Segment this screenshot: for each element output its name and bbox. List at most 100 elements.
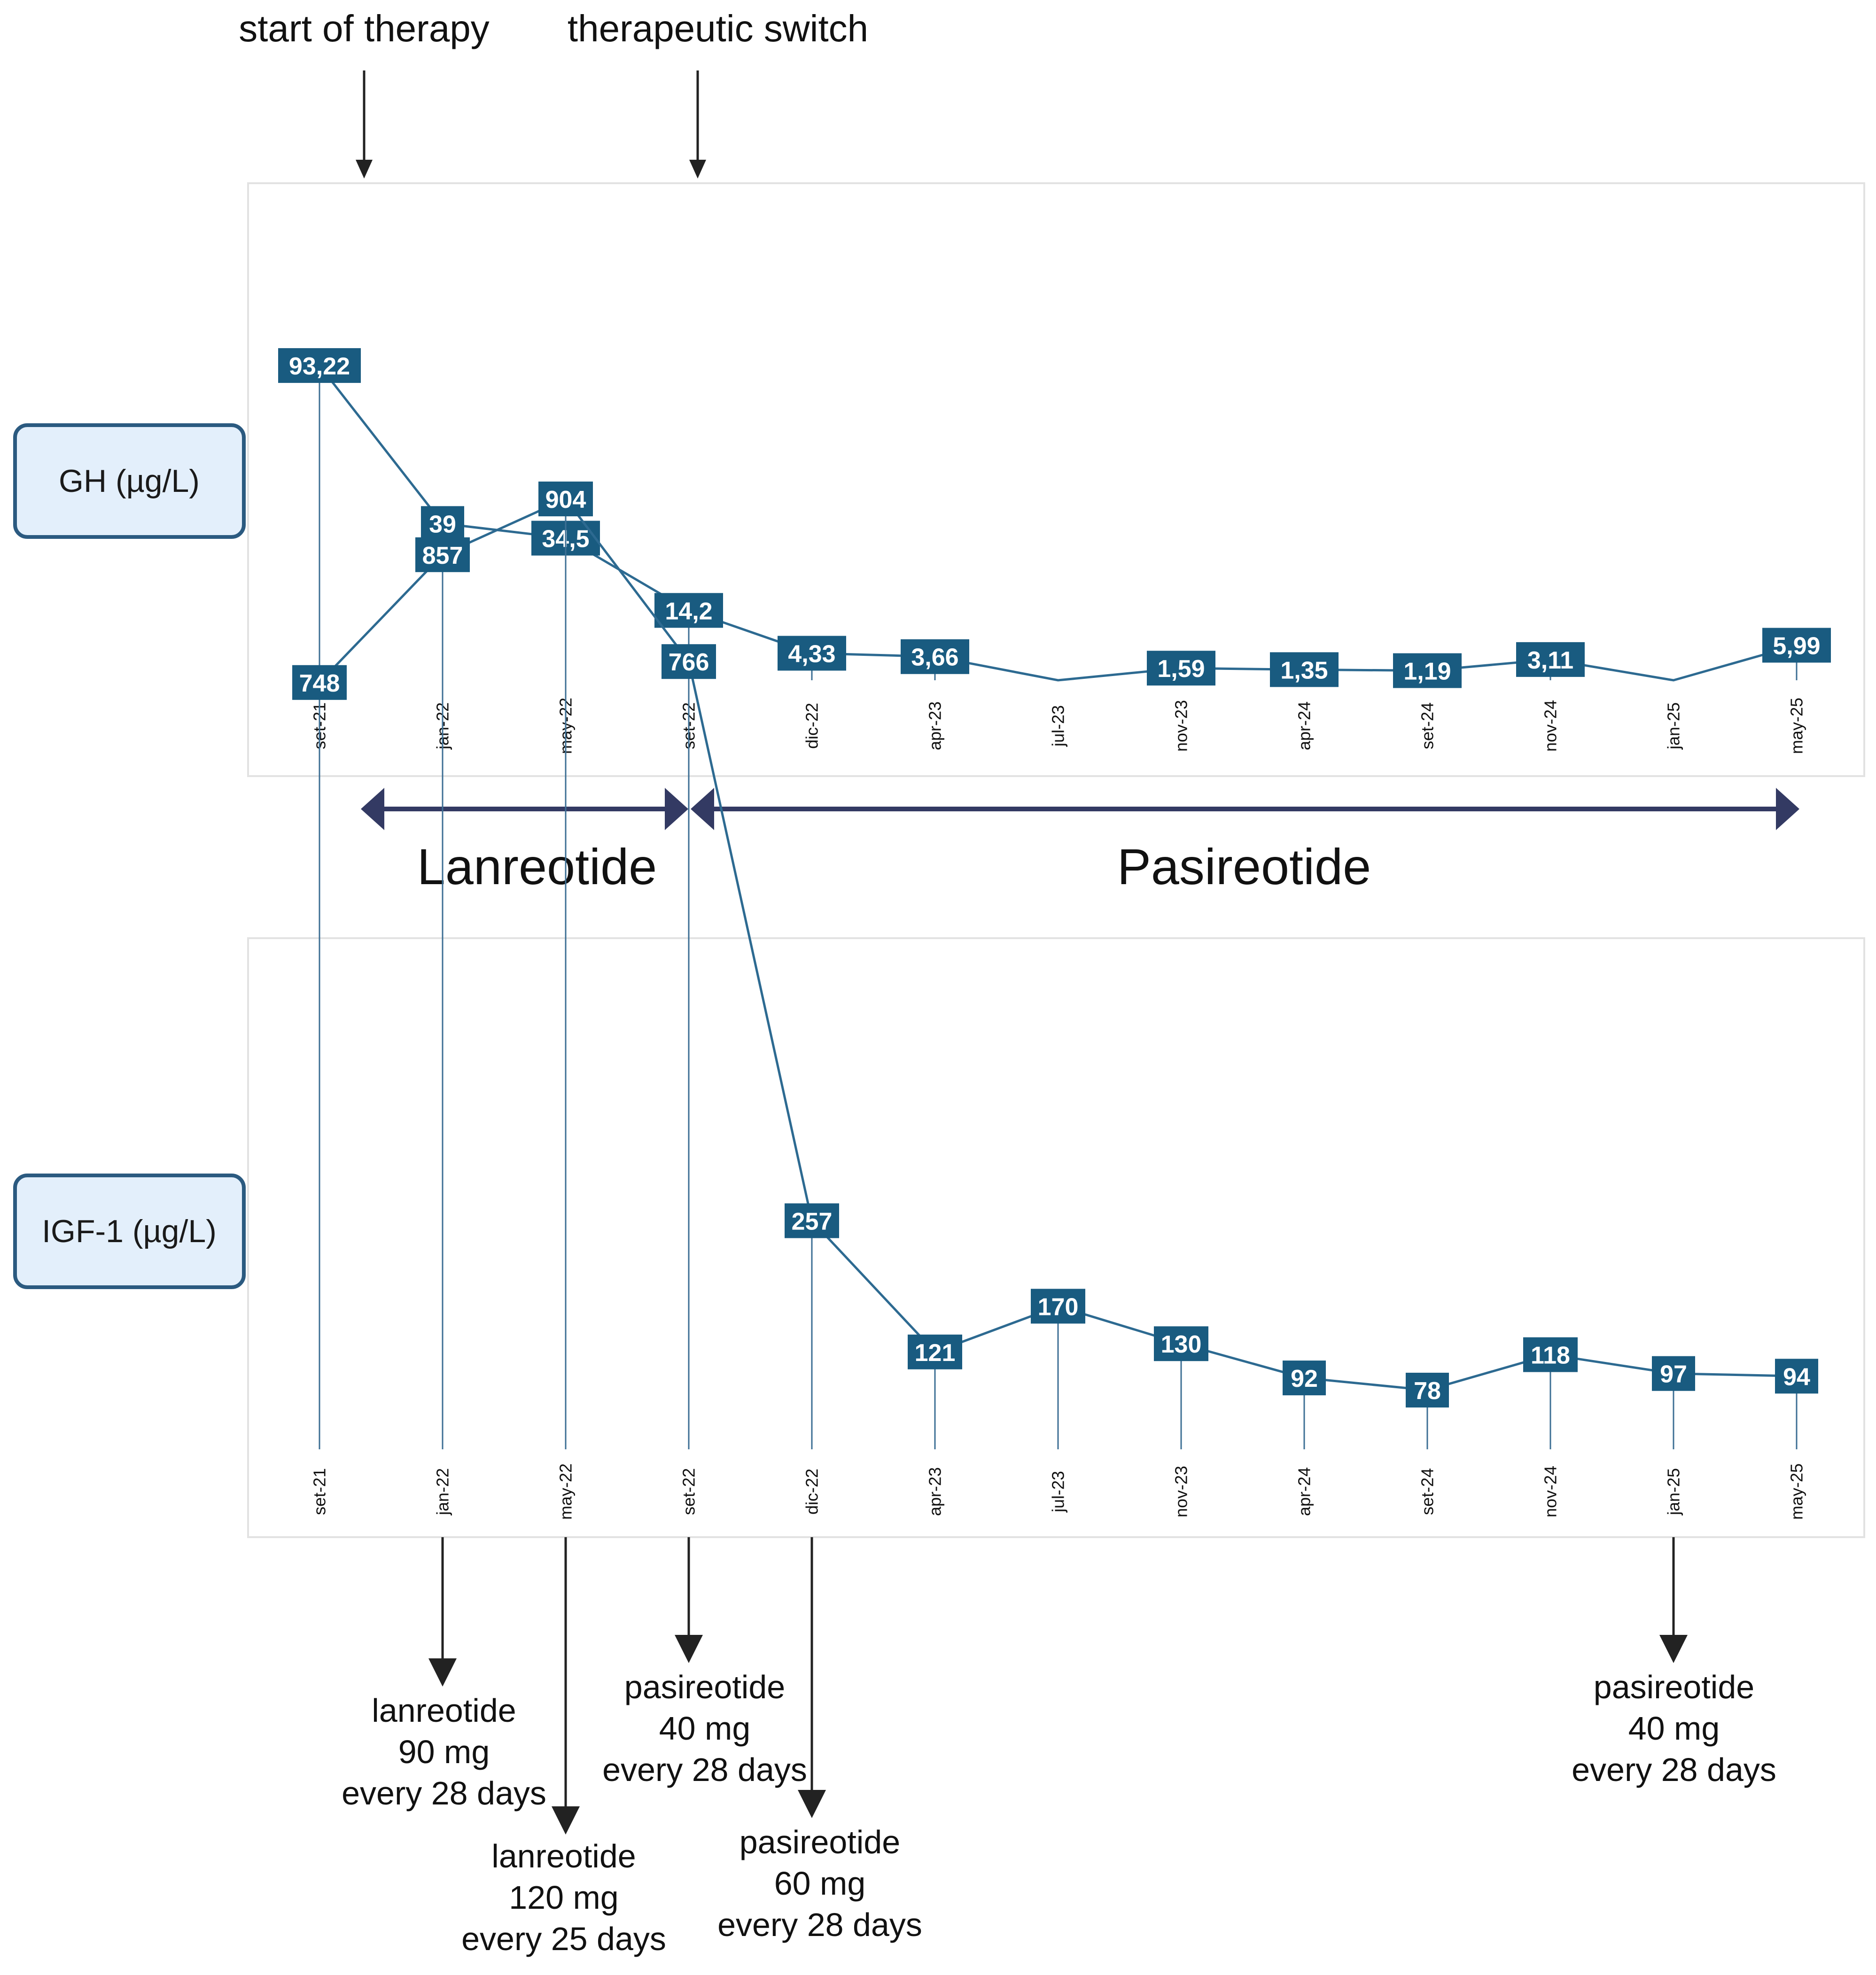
dose-annotation-line: 120 mg [509,1879,618,1916]
igf1-tick-labels: set-21 jan-22 may-22 set-22 dic-22 apr-23 jul-… [310,1463,1806,1520]
igf-tick-label: set-22 [679,1468,699,1515]
igf-tick-label: set-21 [310,1468,329,1515]
gh-value-marker: 3,11 [1516,642,1585,677]
dose-annotation-line: 40 mg [1628,1710,1720,1747]
igf-value-label: 94 [1783,1363,1810,1391]
igf-value-label: 748 [299,670,340,697]
gh-label-box [13,423,246,539]
igf-value-marker: 170 [1031,1289,1085,1324]
igf1-panel: IGF-1 (µg/L) set-21 jan-22 may-22 set-22 dic… [13,482,1865,1538]
gh-value-box [901,639,969,674]
gh-tick-label: jan-25 [1664,702,1683,750]
igf-tick-label: may-25 [1787,1463,1806,1520]
igf-value-marker: 857 [415,537,470,572]
dose-annotation-line: every 28 days [342,1775,546,1812]
igf-value-label: 97 [1660,1361,1687,1388]
dose-annotation-line: every 28 days [602,1751,807,1788]
gh-tick-label: set-24 [1418,702,1437,749]
gh-value-marker: 93,22 [278,348,361,383]
igf-value-label: 170 [1038,1293,1079,1321]
pasireotide-period-left-head [691,788,714,830]
igf1-stems [319,499,1798,1449]
pasireotide-period-label: Pasireotide [1117,838,1371,895]
igf-tick-label: jan-25 [1664,1468,1683,1516]
gh-value-marker: 1,35 [1270,652,1339,687]
igf-value-box [1154,1326,1208,1361]
dose-annotations: lanreotide 90 mg every 28 days lanreotide 12… [342,1537,1776,1957]
gh-value-marker: 4,33 [778,636,846,671]
gh-value-box [421,506,464,541]
gh-value-box [278,348,361,383]
igf-value-label: 92 [1291,1365,1318,1392]
gh-value-label: 14,2 [665,598,712,625]
igf-value-marker: 748 [292,665,347,700]
gh-tick-label: may-25 [1787,698,1806,754]
dose-arrow-head [798,1790,826,1818]
gh-value-marker: 1,59 [1147,651,1215,686]
igf-value-box [1283,1361,1326,1396]
gh-value-label: 39 [429,511,456,538]
gh-value-box [1393,653,1462,688]
igf-tick-label: set-24 [1418,1468,1437,1515]
therapeutic-switch-label: therapeutic switch [568,8,868,49]
igf-value-box [1652,1356,1695,1391]
dose-annotation-line: 60 mg [774,1865,866,1902]
gh-panel: GH (µg/L) set-21 jan-22 may-22 set-22 dic-22… [13,182,1865,777]
dose-annotation-line: pasireotide [624,1669,785,1705]
igf-value-label: 257 [792,1208,833,1235]
dose-annotation-line: 40 mg [659,1710,751,1747]
igf-value-box [1031,1289,1085,1324]
igf-value-marker: 92 [1283,1361,1326,1396]
igf-tick-label: jan-22 [433,1468,452,1516]
igf-value-box [415,537,470,572]
gh-value-label: 1,35 [1280,657,1328,684]
dose-annotation-line: 90 mg [398,1734,490,1770]
dose-annotation-line: every 28 days [1572,1751,1776,1788]
igf-value-marker: 766 [662,644,716,679]
start-of-therapy-arrow-head [356,160,373,179]
igf-tick-label: nov-23 [1172,1466,1191,1517]
igf-value-label: 857 [422,542,463,569]
igf-tick-label: apr-24 [1295,1467,1314,1516]
igf-value-label: 121 [915,1339,956,1367]
gh-value-marker: 1,19 [1393,653,1462,688]
igf-value-box [662,644,716,679]
dose-annotation-line: every 28 days [717,1906,922,1943]
dose-arrow-head [675,1635,703,1663]
igf-tick-label: jul-23 [1049,1471,1068,1513]
gh-value-box [654,593,723,628]
igf-value-marker: 97 [1652,1356,1695,1391]
igf-value-label: 130 [1161,1331,1202,1358]
dose-annotation-line: pasireotide [740,1824,900,1860]
gh-tick-label: apr-23 [926,701,945,750]
igf-tick-label: nov-24 [1541,1466,1560,1517]
lanreotide-period-right-head [665,788,688,830]
gh-value-label: 3,11 [1527,647,1573,674]
igf-value-marker: 130 [1154,1326,1208,1361]
igf-tick-label: dic-22 [802,1469,822,1515]
igf-value-box [538,482,593,517]
dose-annotation-line: lanreotide [372,1692,516,1729]
gh-value-box [1762,628,1831,663]
igf-value-marker: 904 [538,482,593,517]
therapeutic-switch-arrow-head [689,160,706,179]
gh-value-box [1516,642,1585,677]
start-of-therapy-label: start of therapy [239,8,490,49]
lanreotide-period-left-head [361,788,384,830]
treatment-periods: Lanreotide Pasireotide [361,788,1799,895]
gh-value-box [778,636,846,671]
igf1-label-box [13,1174,246,1289]
dose-annotation: pasireotide 60 mg every 28 days [717,1537,922,1943]
pasireotide-period-right-head [1776,788,1799,830]
gh-axis-label: GH (µg/L) [59,463,200,499]
gh-tick-label: jul-23 [1049,705,1068,747]
igf-value-marker: 78 [1406,1372,1449,1407]
igf-tick-label: apr-23 [926,1467,945,1516]
gh-value-label: 4,33 [788,641,835,668]
dose-annotation-line: pasireotide [1594,1669,1754,1705]
dose-annotation: pasireotide 40 mg every 28 days [602,1537,807,1788]
igf-value-box [1406,1372,1449,1407]
gh-tick-label: nov-23 [1172,700,1191,752]
dose-annotation-line: every 25 days [461,1921,666,1957]
